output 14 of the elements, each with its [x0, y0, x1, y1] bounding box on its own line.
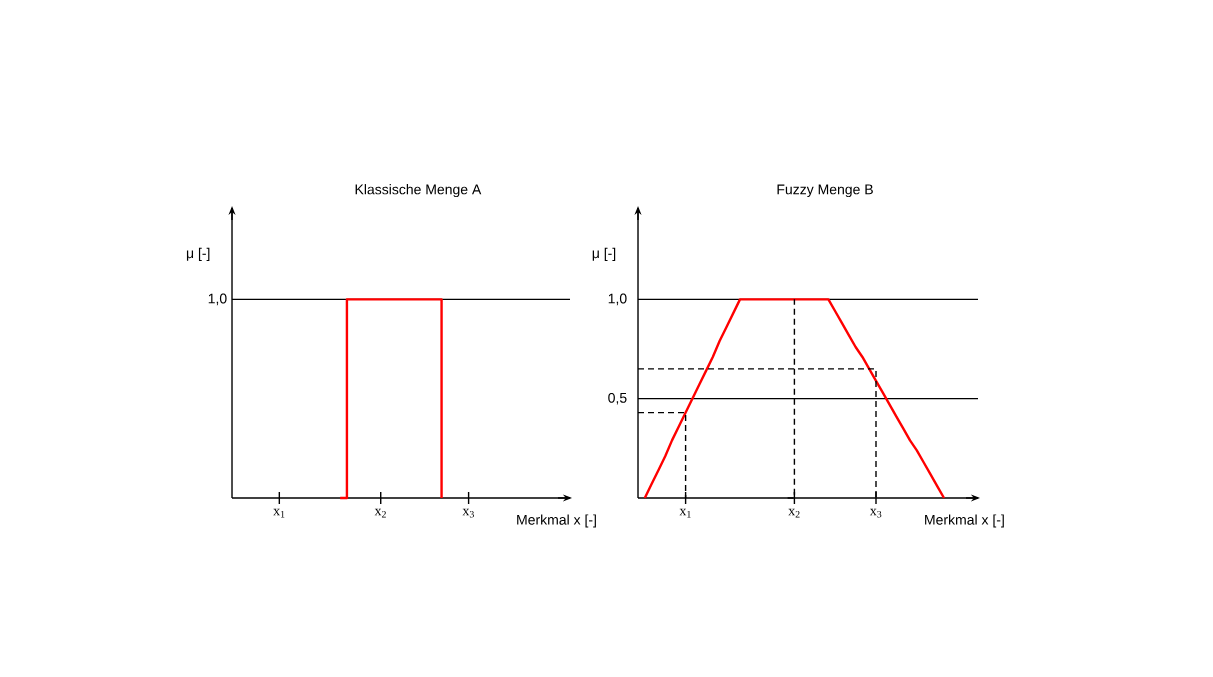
y-axis-title: μ [-] [592, 247, 616, 261]
ref-line-label: 1,0 [208, 293, 227, 306]
y-axis-title: μ [-] [186, 247, 210, 261]
x-tick-label: x$_{3}$ [869, 508, 882, 518]
x-tick-label: x$_{3}$ [462, 508, 474, 518]
x-axis-title: Merkmal x [-] [925, 514, 1004, 528]
x-tick-label: x$_{1}$ [273, 508, 285, 518]
x-axis-title: Merkmal x [-] [517, 514, 596, 528]
x-tick-label: x$_{2}$ [374, 508, 386, 518]
chart-title: Klassische Menge A [355, 184, 482, 198]
x-tick-label: x$_{2}$ [788, 508, 800, 518]
x-tick-label: x$_{1}$ [679, 508, 691, 518]
y-tick-label: 0,5 [608, 392, 627, 405]
chart-title: Fuzzy Menge B [777, 184, 873, 198]
